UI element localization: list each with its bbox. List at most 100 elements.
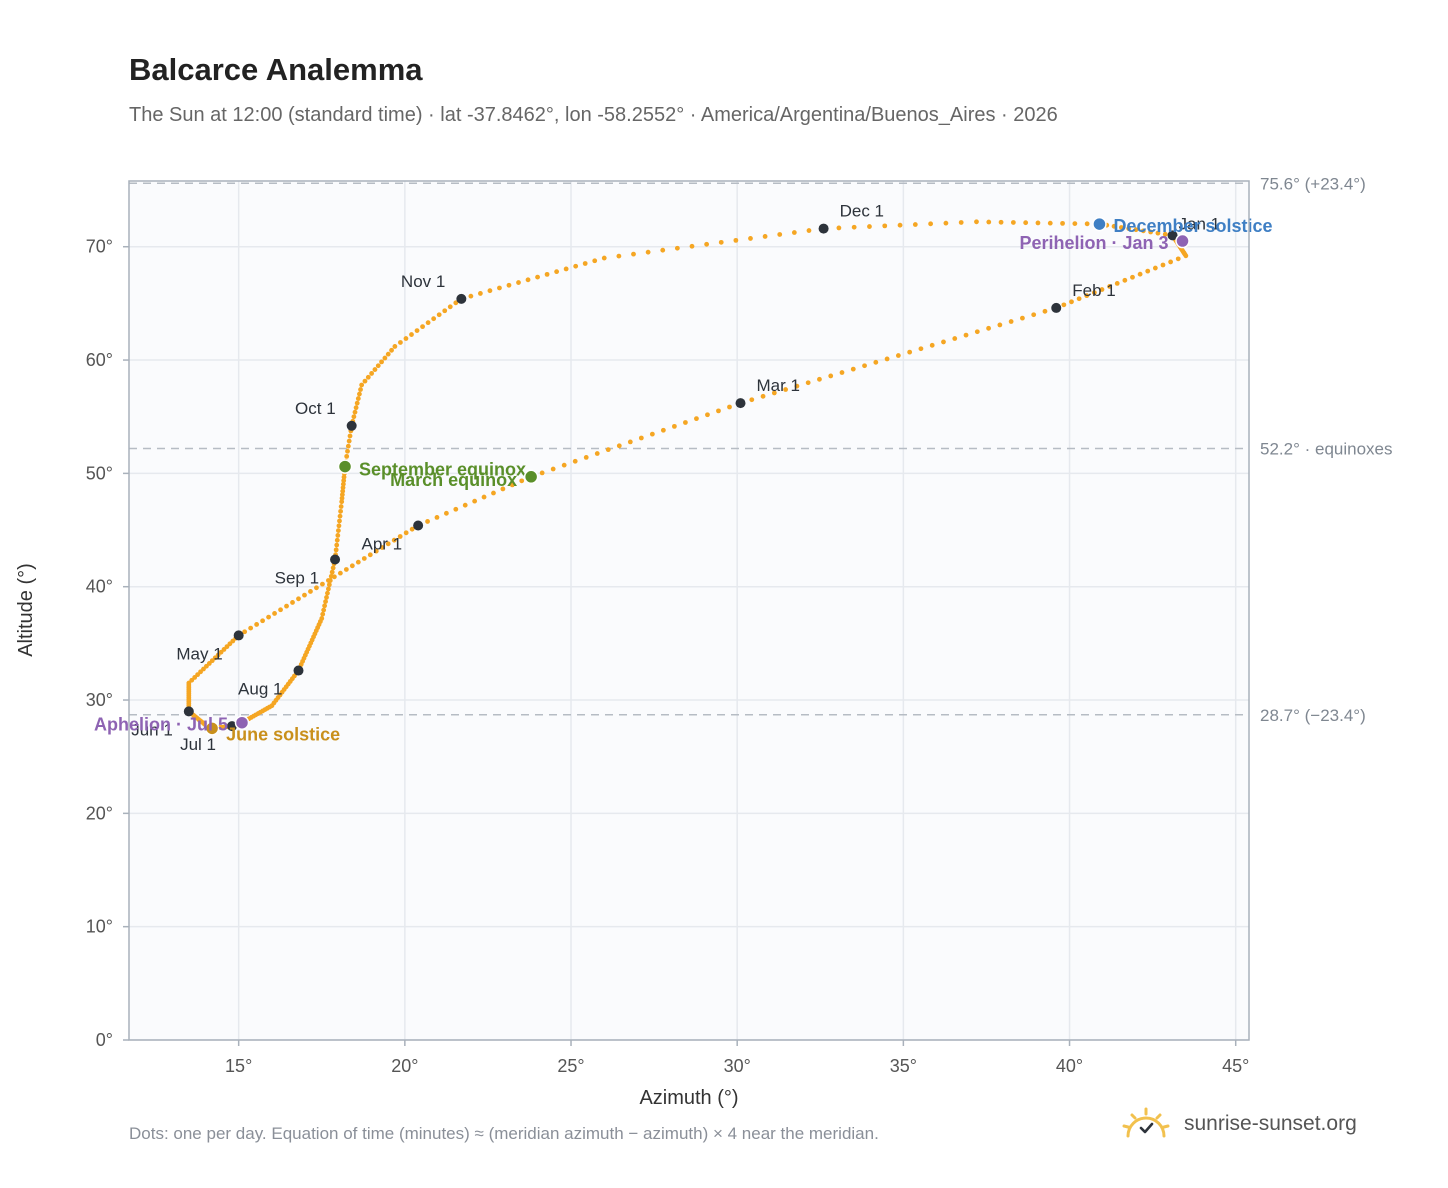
daily-dot xyxy=(349,563,355,569)
daily-dot xyxy=(326,582,332,588)
daily-dot xyxy=(453,300,459,306)
month-marker-dot xyxy=(456,293,467,304)
daily-dot xyxy=(535,274,540,280)
daily-dot xyxy=(248,625,254,631)
daily-dot xyxy=(963,332,969,338)
daily-dot xyxy=(453,506,459,512)
daily-dot xyxy=(806,228,812,233)
daily-dot xyxy=(314,585,319,591)
daily-dot xyxy=(783,387,789,392)
daily-dot xyxy=(385,351,391,357)
daily-dot xyxy=(425,320,431,326)
daily-dot xyxy=(324,594,329,600)
month-marker-label: May 1 xyxy=(176,644,222,663)
daily-dot xyxy=(385,541,391,547)
daily-dot xyxy=(379,359,384,365)
daily-dot xyxy=(601,255,607,261)
daily-dot xyxy=(986,219,992,225)
daily-dot xyxy=(487,288,493,294)
daily-dot xyxy=(1076,296,1082,302)
daily-dot xyxy=(777,232,783,237)
reference-line-label: 28.7° (−23.4°) xyxy=(1260,706,1366,725)
daily-dot xyxy=(320,581,325,587)
daily-dot xyxy=(1155,230,1161,236)
month-marker-label: Jul 1 xyxy=(180,735,216,754)
daily-dot xyxy=(929,342,935,348)
daily-dot xyxy=(1175,256,1181,262)
daily-dot xyxy=(1183,253,1189,259)
daily-dot xyxy=(1140,228,1146,234)
daily-dot xyxy=(974,219,979,225)
daily-dot xyxy=(260,618,266,624)
daily-dot xyxy=(1107,284,1113,289)
daily-dot xyxy=(321,607,327,613)
daily-dot xyxy=(573,263,579,269)
daily-dot xyxy=(705,412,710,418)
y-tick-label: 20° xyxy=(86,803,113,823)
daily-dot xyxy=(347,433,353,439)
month-marker-dot xyxy=(1167,230,1178,241)
daily-dot xyxy=(1162,231,1168,237)
daily-dot xyxy=(718,239,724,245)
event-marker-dot xyxy=(1175,233,1190,249)
daily-dot xyxy=(414,328,420,333)
daily-dot xyxy=(327,578,333,583)
daily-dot xyxy=(519,478,525,484)
daily-dot xyxy=(339,499,345,505)
daily-dot xyxy=(594,451,600,456)
daily-dot xyxy=(805,380,811,386)
daily-dot xyxy=(409,332,414,337)
daily-dot xyxy=(660,247,666,253)
daily-dot xyxy=(605,447,611,453)
daily-dot xyxy=(340,488,346,494)
month-marker-dot xyxy=(735,398,746,409)
daily-dot xyxy=(443,510,449,516)
daily-dot xyxy=(420,324,425,330)
daily-dot xyxy=(1118,225,1124,230)
daily-dot xyxy=(326,586,331,592)
daily-dot xyxy=(645,249,651,255)
daily-dot xyxy=(895,353,901,358)
daily-dot xyxy=(434,514,440,520)
daily-dot xyxy=(749,397,755,403)
month-markers: Jan 1 Feb 1 Mar 1 Apr 1 May 1 Jun 1 Jul 1 Aug 1… xyxy=(131,202,1220,754)
event-label: Aphelion · Jul 5 xyxy=(94,715,228,735)
daily-dot xyxy=(431,316,437,322)
daily-dot xyxy=(1152,265,1158,271)
daily-dot xyxy=(583,454,589,460)
daily-dot xyxy=(322,603,328,609)
daily-dot xyxy=(851,224,857,230)
daily-dot xyxy=(631,251,636,257)
x-tick-label: 30° xyxy=(724,1056,751,1076)
daily-dot xyxy=(918,346,924,352)
daily-dot xyxy=(346,438,352,444)
daily-dot xyxy=(334,542,340,548)
event-label: Perihelion · Jan 3 xyxy=(1019,233,1168,253)
daily-dot xyxy=(339,495,345,501)
daily-dot xyxy=(873,359,879,365)
daily-dot xyxy=(1114,280,1120,286)
daily-dot xyxy=(333,547,339,553)
daily-dot xyxy=(367,552,373,558)
daily-dot xyxy=(794,383,800,389)
daily-dot xyxy=(771,390,777,396)
daily-dot xyxy=(907,349,913,355)
event-label: December solstice xyxy=(1113,216,1272,236)
daily-dot xyxy=(1111,223,1117,229)
daily-dot xyxy=(1023,220,1029,226)
daily-dot xyxy=(649,431,655,437)
x-tick-label: 40° xyxy=(1056,1056,1083,1076)
daily-dot xyxy=(491,490,496,496)
daily-sun-dots xyxy=(186,219,1189,731)
x-tick-label: 35° xyxy=(890,1056,917,1076)
daily-dot xyxy=(254,622,260,627)
daily-dot xyxy=(278,607,283,613)
brand-logo[interactable]: sunrise-sunset.org xyxy=(1120,1102,1357,1146)
daily-dot xyxy=(1047,220,1053,226)
daily-dot xyxy=(325,590,330,596)
daily-dot xyxy=(328,573,334,579)
daily-dot xyxy=(627,439,633,445)
month-marker-label: Nov 1 xyxy=(401,272,445,291)
daily-dot xyxy=(357,391,362,397)
